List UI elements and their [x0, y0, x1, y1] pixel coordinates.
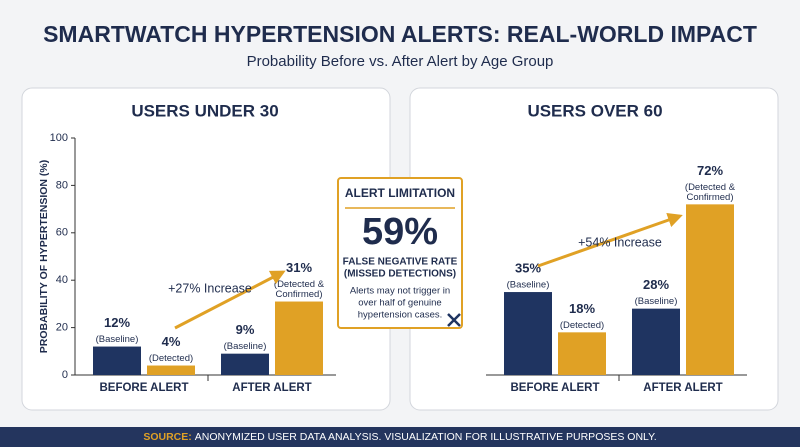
value-label: 28% [643, 277, 669, 292]
trend-arrow [174, 270, 286, 330]
callout-body: hypertension cases. [358, 310, 443, 321]
value-label: 4% [162, 334, 181, 349]
bar-sublabel: (Baseline) [507, 280, 550, 291]
bar [93, 346, 141, 375]
bar [147, 365, 195, 375]
value-label: 9% [236, 322, 255, 337]
y-tick-label: 40 [56, 274, 68, 286]
bar-sublabel: Confirmed) [687, 192, 734, 203]
source: SOURCE: ANONYMIZED USER DATA ANALYSIS. VI… [143, 431, 656, 443]
y-tick-label: 80 [56, 179, 68, 191]
bar [504, 292, 552, 375]
bar-sublabel: (Detected) [560, 320, 604, 331]
x-tick-label: BEFORE ALERT [99, 382, 188, 394]
y-axis-label: PROBABILITY OF HYPERTENSION (%) [38, 160, 50, 354]
bar-sublabel: (Baseline) [96, 334, 139, 345]
y-tick-label: 0 [62, 369, 68, 381]
bar [558, 332, 606, 375]
source-text: ANONYMIZED USER DATA ANALYSIS. VISUALIZA… [195, 431, 657, 443]
callout-caption: FALSE NEGATIVE RATE [343, 257, 458, 268]
callout-body: over half of genuine [358, 298, 441, 309]
bar [275, 301, 323, 375]
callout-body: Alerts may not trigger in [350, 286, 450, 297]
bar-sublabel: Confirmed) [276, 289, 323, 300]
callout-figure: 59% [362, 211, 438, 253]
trend-arrow [537, 212, 683, 268]
x-tick-label: AFTER ALERT [232, 382, 311, 394]
value-label: 31% [286, 260, 312, 275]
value-label: 12% [104, 315, 130, 330]
source-label: SOURCE: [143, 431, 191, 443]
chart-title: USERS UNDER 30 [131, 101, 278, 120]
x-tick-label: AFTER ALERT [643, 382, 722, 394]
y-tick-label: 20 [56, 322, 68, 334]
bar [221, 353, 269, 375]
bar [686, 204, 734, 375]
bar-sublabel: (Detected & [685, 182, 736, 193]
bar-sublabel: (Baseline) [635, 296, 678, 307]
bar-sublabel: (Detected & [274, 279, 325, 290]
value-label: 35% [515, 260, 541, 275]
value-label: 72% [697, 163, 723, 178]
bar-sublabel: (Detected) [149, 353, 193, 364]
bar-sublabel: (Baseline) [224, 341, 267, 352]
page-title: SMARTWATCH HYPERTENSION ALERTS: REAL-WOR… [43, 21, 757, 47]
y-tick-label: 60 [56, 227, 68, 239]
bar [632, 308, 680, 375]
y-tick-label: 100 [50, 132, 68, 144]
callout-box [337, 177, 463, 329]
x-tick-label: BEFORE ALERT [510, 382, 599, 394]
panel [21, 87, 391, 411]
callout-icon [447, 313, 461, 327]
callout: ALERT LIMITATION 59% FALSE NEGATIVE RATE… [337, 177, 463, 329]
callout-heading: ALERT LIMITATION [345, 186, 455, 200]
value-label: 18% [569, 301, 595, 316]
footer-bar [0, 427, 800, 447]
chart-title: USERS OVER 60 [527, 101, 662, 120]
callout-caption: (MISSED DETECTIONS) [344, 269, 456, 280]
page-subtitle: Probability Before vs. After Alert by Ag… [247, 53, 554, 70]
annotation: +54% Increase [578, 235, 662, 249]
annotation: +27% Increase [168, 281, 252, 295]
